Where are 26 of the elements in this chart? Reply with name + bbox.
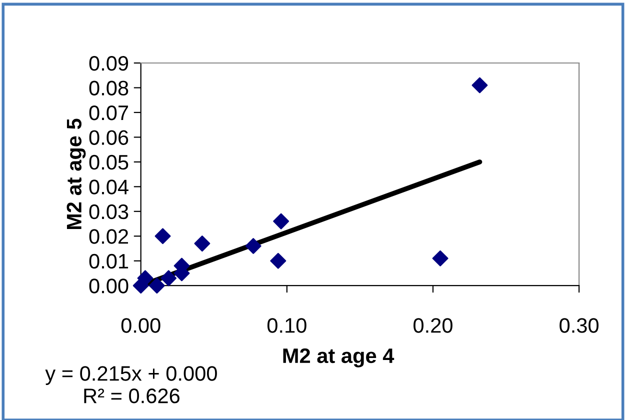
point: [432, 250, 448, 266]
y-tick-label: 0.09: [89, 56, 128, 71]
y-tick-label: 0.00: [89, 278, 128, 294]
point: [270, 252, 286, 269]
point: [154, 228, 171, 244]
x-tick-label: 0.00: [121, 318, 160, 333]
point: [245, 238, 262, 254]
y-tick-label: 0.01: [89, 254, 128, 269]
point: [194, 236, 210, 252]
x-tick-label: 0.30: [560, 318, 599, 333]
x-tick-label: 0.10: [267, 318, 306, 333]
point: [148, 278, 165, 294]
y-axis-title: M2 at age 5: [66, 118, 86, 230]
y-tick-label: 0.06: [89, 130, 128, 145]
y-tick-label: 0.03: [89, 204, 128, 220]
x-tick-label: 0.20: [414, 318, 452, 333]
x-axis-title: M2 at age 4: [283, 348, 394, 368]
point: [160, 270, 177, 286]
y-tick-label: 0.02: [89, 229, 128, 244]
y-tick-label: 0.08: [89, 80, 128, 96]
y-tick-label: 0.04: [89, 180, 128, 194]
text: y = 0.215x + 0.000 R² = 0.626: [45, 366, 217, 404]
y-tick-label: 0.07: [89, 105, 128, 120]
point: [273, 213, 290, 230]
point: [472, 77, 488, 94]
y-tick-label: 0.05: [89, 154, 128, 170]
